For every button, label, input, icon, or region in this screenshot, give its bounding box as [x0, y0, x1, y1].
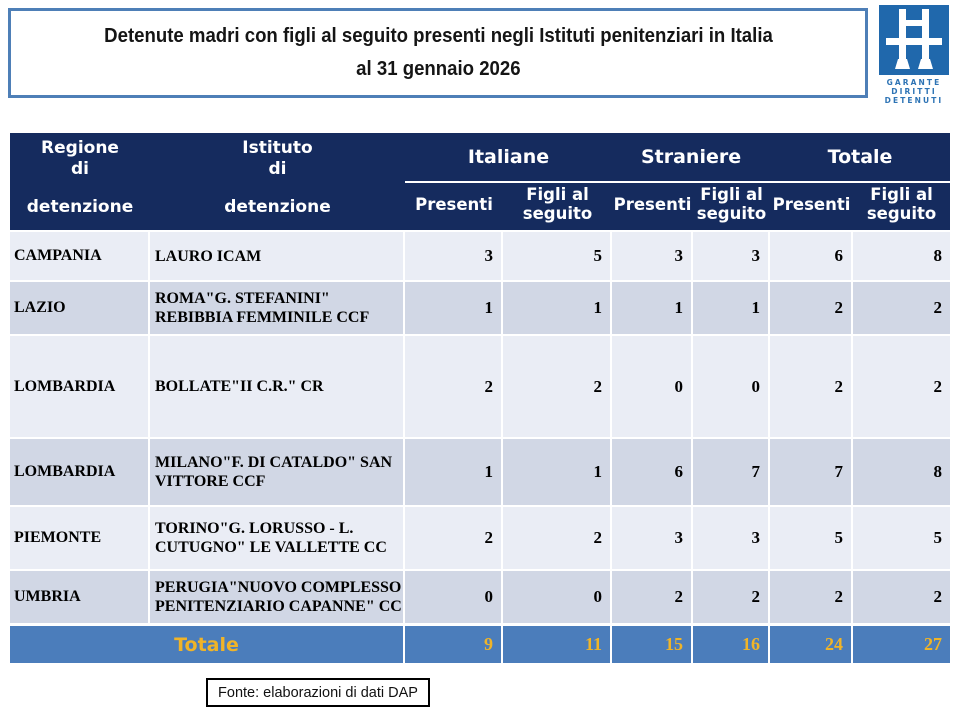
cell-value: 7 — [693, 439, 771, 507]
cell-value: 1 — [405, 439, 503, 507]
cell-value: 1 — [503, 439, 613, 507]
cell-value: 2 — [503, 336, 613, 439]
cell-istituto: LAURO ICAM — [150, 232, 405, 282]
table-row: CAMPANIA LAURO ICAM 3 5 3 3 6 8 — [10, 232, 951, 282]
table-row: UMBRIA PERUGIA"NUOVO COMPLESSO PENITENZI… — [10, 571, 951, 625]
subheader-italiane-figli: Figli al seguito — [503, 183, 613, 232]
cell-value: 1 — [612, 282, 694, 336]
cell-value: 3 — [612, 507, 694, 571]
cell-value: 2 — [853, 282, 951, 336]
cell-istituto: PERUGIA"NUOVO COMPLESSO PENITENZIARIO CA… — [150, 571, 405, 625]
cell-regione: PIEMONTE — [10, 507, 150, 571]
title-box: Detenute madri con figli al seguito pres… — [8, 8, 868, 98]
subheader-straniere-presenti: Presenti — [612, 183, 694, 232]
cell-value: 1 — [693, 282, 771, 336]
cell-value: 2 — [503, 507, 613, 571]
cell-value: 2 — [405, 336, 503, 439]
cell-regione: LOMBARDIA — [10, 439, 150, 507]
cell-regione: UMBRIA — [10, 571, 150, 625]
cell-regione: CAMPANIA — [10, 232, 150, 282]
cell-value: 2 — [612, 571, 694, 625]
cell-value: 5 — [770, 507, 854, 571]
cell-value: 3 — [405, 232, 503, 282]
cell-value: 0 — [503, 571, 613, 625]
cell-value: 7 — [770, 439, 854, 507]
total-value: 11 — [503, 625, 613, 665]
page-title-date: al 31 gennaio 2026 — [355, 58, 521, 80]
subheader-straniere-figli: Figli al seguito — [693, 183, 771, 232]
cell-value: 3 — [693, 232, 771, 282]
cell-value: 2 — [853, 336, 951, 439]
cell-value: 1 — [503, 282, 613, 336]
garante-logo-icon — [879, 5, 949, 75]
total-value: 27 — [853, 625, 951, 665]
total-value: 16 — [693, 625, 771, 665]
subheader-totale-presenti: Presenti — [770, 183, 854, 232]
table-row: LAZIO ROMA"G. STEFANINI" REBIBBIA FEMMIN… — [10, 282, 951, 336]
logo: GARANTE DIRITTI DETENUTI — [878, 5, 950, 105]
group-header-straniere: Straniere — [612, 133, 771, 183]
cell-value: 3 — [693, 507, 771, 571]
total-label: Totale — [10, 625, 405, 665]
cell-istituto: ROMA"G. STEFANINI" REBIBBIA FEMMINILE CC… — [150, 282, 405, 336]
logo-caption: GARANTE DIRITTI DETENUTI — [884, 78, 944, 105]
cell-value: 5 — [853, 507, 951, 571]
group-header-italiane: Italiane — [405, 133, 613, 183]
cell-value: 1 — [405, 282, 503, 336]
subheader-italiane-presenti: Presenti — [405, 183, 503, 232]
cell-value: 2 — [853, 571, 951, 625]
cell-regione: LAZIO — [10, 282, 150, 336]
table-row: LOMBARDIA MILANO"F. DI CATALDO" SAN VITT… — [10, 439, 951, 507]
cell-value: 2 — [770, 571, 854, 625]
total-row: Totale 9 11 15 16 24 27 — [10, 625, 951, 665]
source-text: Fonte: elaborazioni di dati DAP — [218, 684, 418, 701]
cell-value: 2 — [693, 571, 771, 625]
cell-value: 8 — [853, 439, 951, 507]
table-row: PIEMONTE TORINO"G. LORUSSO - L. CUTUGNO"… — [10, 507, 951, 571]
subheader-totale-figli: Figli al seguito — [853, 183, 951, 232]
cell-istituto: BOLLATE"II C.R." CR — [150, 336, 405, 439]
total-value: 24 — [770, 625, 854, 665]
cell-value: 6 — [770, 232, 854, 282]
cell-value: 3 — [612, 232, 694, 282]
cell-value: 0 — [693, 336, 771, 439]
table-row: LOMBARDIA BOLLATE"II C.R." CR 2 2 0 0 2 … — [10, 336, 951, 439]
cell-value: 2 — [770, 282, 854, 336]
cell-value: 5 — [503, 232, 613, 282]
cell-istituto: TORINO"G. LORUSSO - L. CUTUGNO" LE VALLE… — [150, 507, 405, 571]
detenute-madri-table: Regione di detenzione Istituto di detenz… — [10, 133, 951, 665]
source-box: Fonte: elaborazioni di dati DAP — [206, 678, 430, 707]
cell-value: 2 — [770, 336, 854, 439]
group-header-totale: Totale — [770, 133, 951, 183]
total-value: 15 — [612, 625, 694, 665]
column-header-istituto: Istituto di detenzione — [150, 133, 405, 232]
cell-value: 2 — [405, 507, 503, 571]
cell-regione: LOMBARDIA — [10, 336, 150, 439]
cell-value: 0 — [612, 336, 694, 439]
cell-value: 8 — [853, 232, 951, 282]
total-value: 9 — [405, 625, 503, 665]
column-header-regione: Regione di detenzione — [10, 133, 150, 232]
cell-value: 0 — [405, 571, 503, 625]
cell-value: 6 — [612, 439, 694, 507]
page-title: Detenute madri con figli al seguito pres… — [103, 25, 773, 47]
cell-istituto: MILANO"F. DI CATALDO" SAN VITTORE CCF — [150, 439, 405, 507]
